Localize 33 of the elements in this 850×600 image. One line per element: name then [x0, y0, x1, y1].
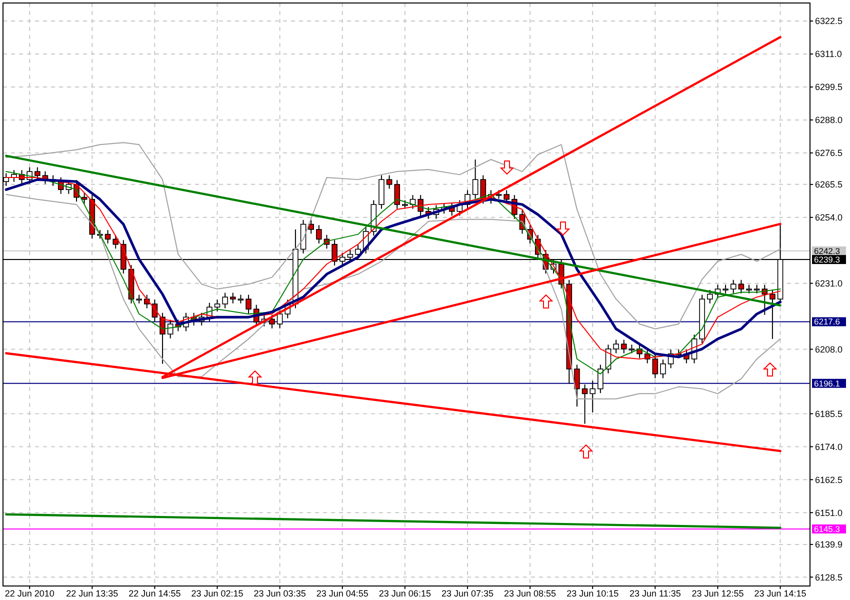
x-tick-label: 23 Jun 06:15	[378, 588, 431, 598]
ref-line-label: 6217.6	[814, 316, 840, 327]
y-tick-label: 6151.0	[815, 508, 843, 518]
x-tick-label: 23 Jun 03:35	[254, 588, 306, 598]
x-tick-label: 22 Jun 13:35	[66, 588, 118, 598]
y-tick-label: 6139.9	[815, 540, 843, 550]
x-tick-label: 22 Jun 2010	[4, 588, 54, 598]
y-tick-label: 6265.5	[815, 180, 843, 190]
x-tick-label: 23 Jun 08:55	[504, 588, 556, 598]
y-tick-label: 6128.5	[815, 572, 843, 582]
y-tick-label: 6299.5	[815, 82, 843, 92]
y-tick-label: 6231.0	[815, 278, 843, 288]
x-tick-label: 23 Jun 07:35	[441, 588, 494, 598]
y-tick-label: 6162.5	[815, 474, 843, 485]
x-tick-label: 22 Jun 14:55	[128, 588, 181, 598]
ref-line-label: 6145.3	[814, 524, 840, 534]
y-tick-label: 6254.0	[815, 212, 843, 223]
x-tick-label: 23 Jun 12:55	[692, 588, 744, 598]
ref-line-label: 6196.1	[814, 378, 840, 388]
x-tick-label: 23 Jun 10:15	[566, 588, 619, 598]
ref-line-label: 6239.3	[814, 254, 840, 265]
x-tick-label: 23 Jun 02:15	[191, 588, 244, 598]
ref-line-label: 6242.3	[814, 246, 840, 256]
x-tick-label: 23 Jun 04:55	[316, 588, 368, 598]
x-tick-label: 23 Jun 14:15	[754, 588, 806, 598]
y-tick-label: 6311.0	[815, 49, 842, 60]
y-tick-label: 6276.5	[815, 148, 843, 158]
x-tick-label: 23 Jun 11:35	[629, 588, 681, 598]
y-tick-label: 6208.0	[815, 344, 843, 354]
y-tick-label: 6174.0	[815, 442, 843, 452]
y-tick-label: 6288.0	[815, 115, 843, 126]
y-tick-label: 6185.5	[815, 408, 843, 419]
y-tick-label: 6322.5	[815, 16, 843, 26]
